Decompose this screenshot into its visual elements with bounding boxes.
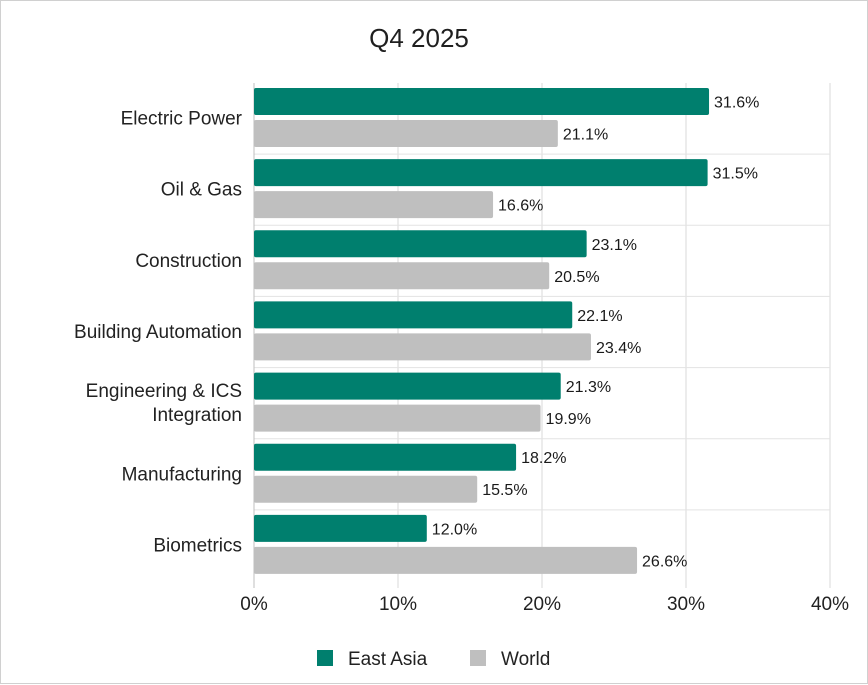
bar-world — [254, 262, 550, 290]
bar-world — [254, 191, 494, 219]
bar-world — [254, 333, 591, 361]
bar-east-asia — [254, 443, 517, 471]
x-tick-label: 20% — [523, 594, 561, 615]
bars: 31.6% 21.1% 31.5% 16.6% 23.1% 20.5% 22.1% 23.4%… — [254, 88, 759, 574]
category-label: Manufacturing — [122, 464, 242, 485]
data-label: 20.5% — [554, 269, 599, 286]
bar-world — [254, 404, 541, 432]
data-label: 26.6% — [642, 553, 687, 570]
x-tick-label: 0% — [240, 594, 268, 615]
category-label: Biometrics — [153, 535, 242, 556]
bar-east-asia — [254, 88, 710, 115]
legend-label: East Asia — [348, 649, 428, 670]
data-label: 22.1% — [577, 308, 622, 325]
data-label: 12.0% — [432, 521, 477, 538]
legend-swatch — [470, 650, 486, 666]
data-label: 16.6% — [498, 198, 543, 215]
legend-swatch — [317, 650, 333, 666]
bar-east-asia — [254, 159, 708, 187]
bar-east-asia — [254, 230, 587, 258]
data-label: 15.5% — [482, 482, 527, 499]
category-label: Building Automation — [74, 322, 242, 343]
data-label: 23.4% — [596, 340, 641, 357]
bar-east-asia — [254, 514, 427, 542]
x-tick-label: 40% — [811, 594, 849, 615]
category-label: Engineering & ICS — [86, 381, 242, 402]
bar-east-asia — [254, 372, 561, 400]
legend: East Asia World — [317, 649, 550, 670]
data-label: 31.6% — [714, 95, 759, 112]
bar-world — [254, 475, 478, 503]
x-tick-label: 30% — [667, 594, 705, 615]
category-label: Construction — [135, 251, 242, 272]
bar-world — [254, 120, 558, 147]
y-axis: Electric Power Oil & Gas Construction Build… — [74, 109, 243, 557]
data-label: 19.9% — [546, 411, 591, 428]
chart-title: Q4 2025 — [369, 23, 469, 53]
bar-east-asia — [254, 301, 573, 329]
data-label: 18.2% — [521, 450, 566, 467]
category-label: Integration — [152, 405, 242, 426]
x-tick-label: 10% — [379, 594, 417, 615]
data-label: 31.5% — [713, 166, 758, 183]
category-label: Electric Power — [121, 109, 243, 130]
data-label: 23.1% — [592, 237, 637, 254]
data-label: 21.3% — [566, 379, 611, 396]
data-label: 21.1% — [563, 127, 608, 144]
bar-world — [254, 546, 638, 574]
legend-label: World — [501, 649, 550, 670]
category-label: Oil & Gas — [161, 180, 242, 201]
x-axis: 0% 10% 20% 30% 40% — [240, 594, 849, 615]
